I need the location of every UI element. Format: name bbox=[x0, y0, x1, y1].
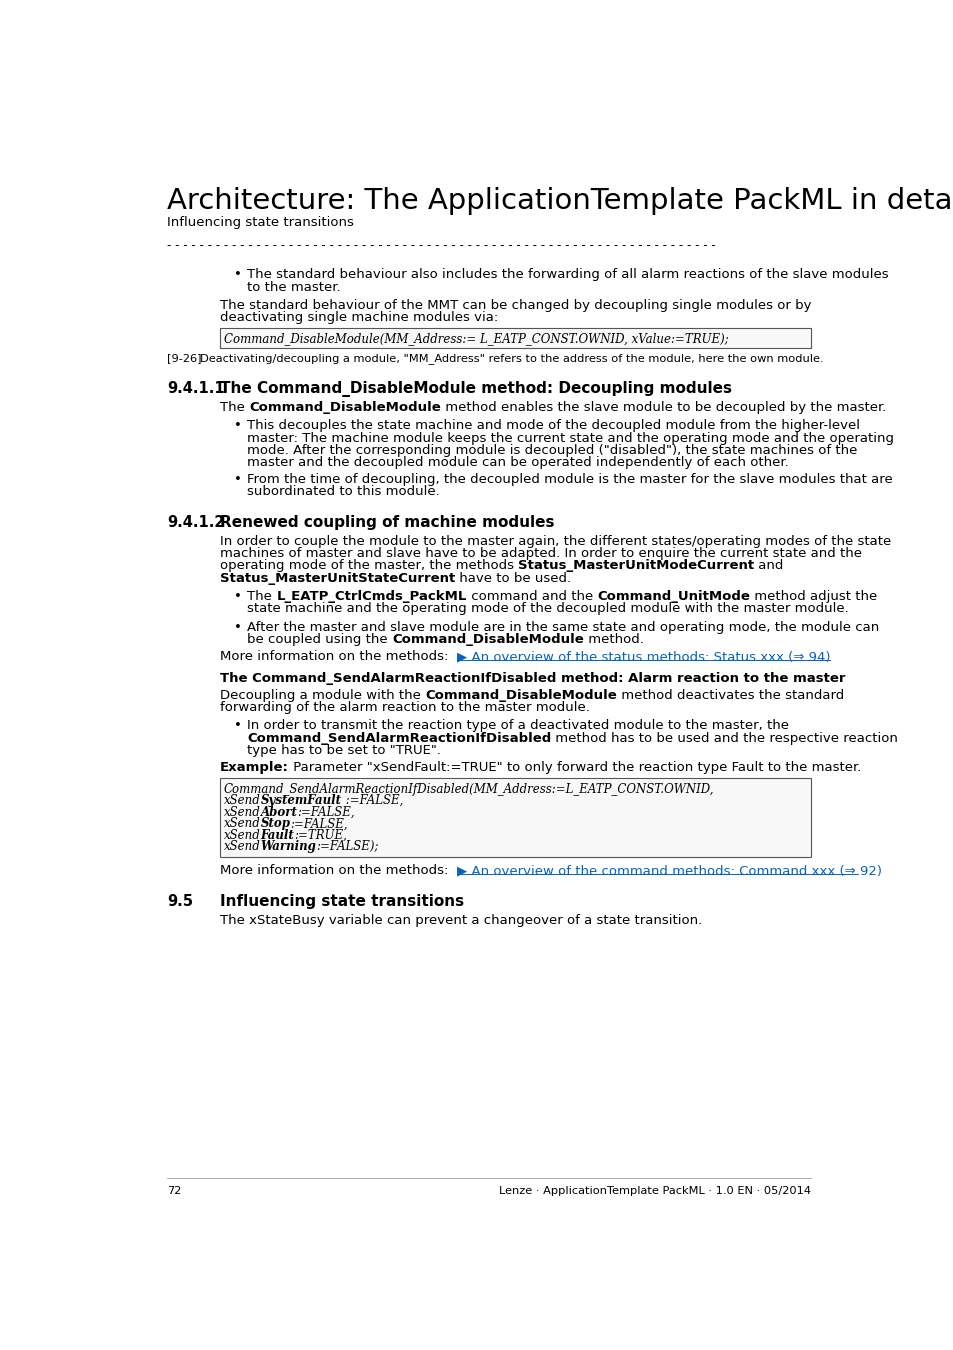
Text: xSend: xSend bbox=[224, 806, 260, 818]
Text: Command_SendAlarmReactionIfDisabled(MM_Address:=L_EATP_CONST.OWNID,: Command_SendAlarmReactionIfDisabled(MM_A… bbox=[224, 783, 714, 795]
Text: master: The machine module keeps the current state and the operating mode and th: master: The machine module keeps the cur… bbox=[247, 432, 893, 444]
Text: :=FALSE,: :=FALSE, bbox=[297, 806, 355, 818]
Text: Command_DisableModule(MM_Address:= L_EATP_CONST.OWNID, xValue:=TRUE);: Command_DisableModule(MM_Address:= L_EAT… bbox=[224, 332, 728, 346]
Text: ▶ An overview of the command methods: Command xxx (⇒ 92): ▶ An overview of the command methods: Co… bbox=[456, 864, 881, 878]
Text: The standard behaviour of the MMT can be changed by decoupling single modules or: The standard behaviour of the MMT can be… bbox=[220, 300, 811, 312]
Text: SystemFault: SystemFault bbox=[260, 794, 341, 807]
Text: The: The bbox=[220, 401, 249, 413]
Text: method has to be used and the respective reaction: method has to be used and the respective… bbox=[551, 732, 898, 745]
Text: Status_MasterUnitModeCurrent: Status_MasterUnitModeCurrent bbox=[517, 559, 754, 572]
Text: The Command_SendAlarmReactionIfDisabled method: Alarm reaction to the master: The Command_SendAlarmReactionIfDisabled … bbox=[220, 672, 844, 684]
Text: machines of master and slave have to be adapted. In order to enquire the current: machines of master and slave have to be … bbox=[220, 547, 862, 560]
Text: master and the decoupled module can be operated independently of each other.: master and the decoupled module can be o… bbox=[247, 456, 788, 470]
Text: In order to transmit the reaction type of a deactivated module to the master, th: In order to transmit the reaction type o… bbox=[247, 720, 788, 733]
Text: method.: method. bbox=[583, 633, 643, 647]
Text: [9-26]: [9-26] bbox=[167, 352, 202, 363]
Text: and: and bbox=[754, 559, 783, 572]
Text: This decouples the state machine and mode of the decoupled module from the highe: This decouples the state machine and mod… bbox=[247, 420, 860, 432]
Text: xSend: xSend bbox=[224, 840, 260, 853]
Text: •: • bbox=[233, 269, 241, 281]
Text: Deactivating/decoupling a module, "MM_Address" refers to the address of the modu: Deactivating/decoupling a module, "MM_Ad… bbox=[199, 352, 822, 365]
Text: 9.4.1.2: 9.4.1.2 bbox=[167, 514, 225, 529]
FancyBboxPatch shape bbox=[220, 778, 810, 856]
Text: 72: 72 bbox=[167, 1187, 181, 1196]
Text: operating mode of the master, the methods: operating mode of the master, the method… bbox=[220, 559, 517, 572]
Text: have to be used.: have to be used. bbox=[455, 571, 571, 585]
Text: 9.4.1.1: 9.4.1.1 bbox=[167, 381, 225, 396]
Text: method adjust the: method adjust the bbox=[749, 590, 877, 603]
Text: mode. After the corresponding module is decoupled ("disabled"), the state machin: mode. After the corresponding module is … bbox=[247, 444, 857, 456]
Text: •: • bbox=[233, 720, 241, 733]
Text: Stop: Stop bbox=[260, 817, 291, 830]
Text: deactivating single machine modules via:: deactivating single machine modules via: bbox=[220, 312, 497, 324]
Text: :=FALSE,: :=FALSE, bbox=[291, 817, 348, 830]
Text: xSend: xSend bbox=[224, 794, 260, 807]
Text: More information on the methods:: More information on the methods: bbox=[220, 651, 456, 663]
Text: Command_UnitMode: Command_UnitMode bbox=[597, 590, 749, 603]
Text: The: The bbox=[247, 590, 276, 603]
Text: Command_DisableModule: Command_DisableModule bbox=[249, 401, 440, 413]
Text: More information on the methods:: More information on the methods: bbox=[220, 864, 456, 878]
Text: L_EATP_CtrlCmds_PackML: L_EATP_CtrlCmds_PackML bbox=[276, 590, 466, 603]
Text: ▶ An overview of the status methods: Status xxx (⇒ 94): ▶ An overview of the status methods: Sta… bbox=[456, 651, 829, 663]
Text: Command_DisableModule: Command_DisableModule bbox=[392, 633, 583, 647]
Text: •: • bbox=[233, 590, 241, 603]
Text: 9.5: 9.5 bbox=[167, 894, 193, 909]
Text: to the master.: to the master. bbox=[247, 281, 340, 293]
Text: state machine and the operating mode of the decoupled module with the master mod: state machine and the operating mode of … bbox=[247, 602, 848, 616]
Text: The Command_DisableModule method: Decoupling modules: The Command_DisableModule method: Decoup… bbox=[220, 381, 731, 397]
Text: Architecture: The ApplicationTemplate PackML in detail: Architecture: The ApplicationTemplate Pa… bbox=[167, 186, 953, 215]
Text: subordinated to this module.: subordinated to this module. bbox=[247, 486, 439, 498]
FancyBboxPatch shape bbox=[220, 328, 810, 348]
Text: Example:: Example: bbox=[220, 761, 289, 774]
Text: method deactivates the standard: method deactivates the standard bbox=[617, 688, 843, 702]
Text: - - - - - - - - - - - - - - - - - - - - - - - - - - - - - - - - - - - - - - - - : - - - - - - - - - - - - - - - - - - - - … bbox=[167, 239, 720, 252]
Text: xSend: xSend bbox=[224, 829, 260, 842]
Text: be coupled using the: be coupled using the bbox=[247, 633, 392, 647]
Text: Lenze · ApplicationTemplate PackML · 1.0 EN · 05/2014: Lenze · ApplicationTemplate PackML · 1.0… bbox=[498, 1187, 810, 1196]
Text: After the master and slave module are in the same state and operating mode, the : After the master and slave module are in… bbox=[247, 621, 879, 634]
Text: Fault: Fault bbox=[260, 829, 294, 842]
Text: Influencing state transitions: Influencing state transitions bbox=[220, 894, 464, 909]
Text: Command_SendAlarmReactionIfDisabled: Command_SendAlarmReactionIfDisabled bbox=[247, 732, 551, 745]
Text: type has to be set to "TRUE".: type has to be set to "TRUE". bbox=[247, 744, 440, 757]
Text: xSend: xSend bbox=[224, 817, 260, 830]
Text: Abort: Abort bbox=[260, 806, 297, 818]
Text: :=FALSE,: :=FALSE, bbox=[341, 794, 402, 807]
Text: Renewed coupling of machine modules: Renewed coupling of machine modules bbox=[220, 514, 554, 529]
Text: method enables the slave module to be decoupled by the master.: method enables the slave module to be de… bbox=[440, 401, 885, 413]
Text: •: • bbox=[233, 472, 241, 486]
Text: From the time of decoupling, the decoupled module is the master for the slave mo: From the time of decoupling, the decoupl… bbox=[247, 472, 892, 486]
Text: command and the: command and the bbox=[466, 590, 597, 603]
Text: Status_MasterUnitStateCurrent: Status_MasterUnitStateCurrent bbox=[220, 571, 455, 585]
Text: Command_DisableModule: Command_DisableModule bbox=[425, 688, 617, 702]
Text: The standard behaviour also includes the forwarding of all alarm reactions of th: The standard behaviour also includes the… bbox=[247, 269, 888, 281]
Text: Parameter "xSendFault:=TRUE" to only forward the reaction type Fault to the mast: Parameter "xSendFault:=TRUE" to only for… bbox=[289, 761, 861, 774]
Text: Decoupling a module with the: Decoupling a module with the bbox=[220, 688, 425, 702]
Text: :=TRUE,: :=TRUE, bbox=[294, 829, 347, 842]
Text: The xStateBusy variable can prevent a changeover of a state transition.: The xStateBusy variable can prevent a ch… bbox=[220, 914, 701, 926]
Text: Warning: Warning bbox=[260, 840, 316, 853]
Text: Influencing state transitions: Influencing state transitions bbox=[167, 216, 354, 230]
Text: •: • bbox=[233, 621, 241, 634]
Text: •: • bbox=[233, 420, 241, 432]
Text: forwarding of the alarm reaction to the master module.: forwarding of the alarm reaction to the … bbox=[220, 701, 589, 714]
Text: :=FALSE);: :=FALSE); bbox=[316, 840, 378, 853]
Text: In order to couple the module to the master again, the different states/operatin: In order to couple the module to the mas… bbox=[220, 535, 890, 548]
